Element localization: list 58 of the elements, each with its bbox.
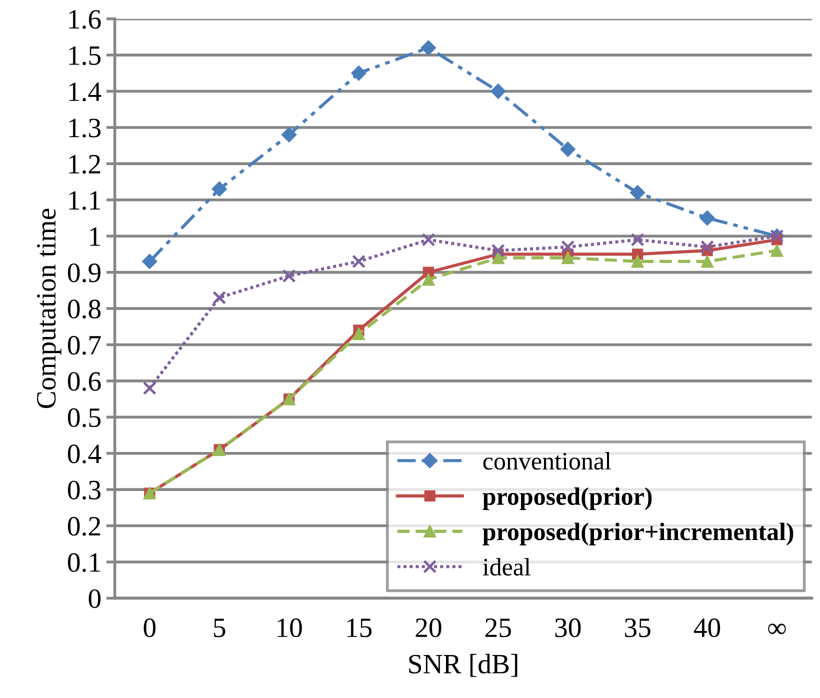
- y-tick-label: 1.6: [69, 10, 101, 29]
- y-tick-label: 0.9: [68, 263, 100, 282]
- point: [700, 240, 714, 254]
- point: [492, 252, 504, 264]
- y-tick-label: 1: [90, 227, 100, 246]
- point: [562, 252, 574, 264]
- point: [631, 255, 644, 268]
- y-tick-label: 0.7: [68, 336, 101, 355]
- legend-label: ideal: [482, 558, 530, 576]
- y-tick-label: 1.4: [69, 82, 102, 102]
- x-tick-label: 40: [694, 618, 720, 638]
- x-tick-label: 30: [555, 618, 581, 638]
- x-tick-label: 5: [214, 618, 226, 638]
- x-tick-label: 20: [416, 618, 442, 638]
- y-tick-label: 1.2: [69, 154, 100, 174]
- point: [142, 381, 156, 395]
- point: [212, 290, 226, 304]
- y-axis-title: Computation time: [37, 208, 62, 408]
- point: [352, 328, 365, 340]
- point: [142, 254, 158, 270]
- point: [422, 232, 436, 247]
- y-tick-label: 1.3: [69, 118, 101, 138]
- y-tick-label: 0.3: [68, 480, 101, 500]
- point: [281, 127, 297, 142]
- point: [491, 244, 505, 258]
- point: [630, 232, 644, 247]
- y-tick-label: 0.8: [68, 300, 101, 319]
- y-tick-label: 0.1: [68, 553, 100, 572]
- legend-label: proposed(prior+incremental): [482, 522, 794, 546]
- point: [351, 66, 366, 81]
- y-tick-label: 0.5: [68, 408, 101, 428]
- x-tick-label: ∞: [768, 624, 786, 634]
- y-tick-label: 0.4: [68, 444, 102, 464]
- y-tick-label: 0: [88, 589, 101, 608]
- x-tick-label: 35: [624, 618, 650, 638]
- point: [630, 185, 646, 200]
- x-tick-label: 0: [144, 618, 156, 638]
- y-tick-label: 0.2: [68, 516, 100, 536]
- point: [352, 254, 366, 268]
- point: [422, 273, 435, 286]
- x-axis-title: SNR [dB]: [409, 654, 518, 677]
- point: [282, 269, 296, 283]
- point: [700, 210, 715, 226]
- x-tick-label: 25: [485, 618, 511, 638]
- point: [561, 240, 575, 254]
- point: [212, 181, 227, 197]
- x-tick-label: 10: [278, 618, 302, 638]
- legend-label: proposed(prior): [482, 487, 652, 510]
- point: [770, 244, 784, 257]
- x-tick-label: 15: [347, 618, 372, 638]
- point: [560, 142, 576, 157]
- legend-label: conventional: [483, 452, 611, 470]
- point: [420, 40, 436, 56]
- point: [490, 84, 506, 99]
- y-tick-label: 0.6: [68, 372, 101, 391]
- y-tick-label: 1.5: [69, 46, 101, 66]
- point: [701, 255, 714, 268]
- y-tick-label: 1.1: [69, 191, 100, 210]
